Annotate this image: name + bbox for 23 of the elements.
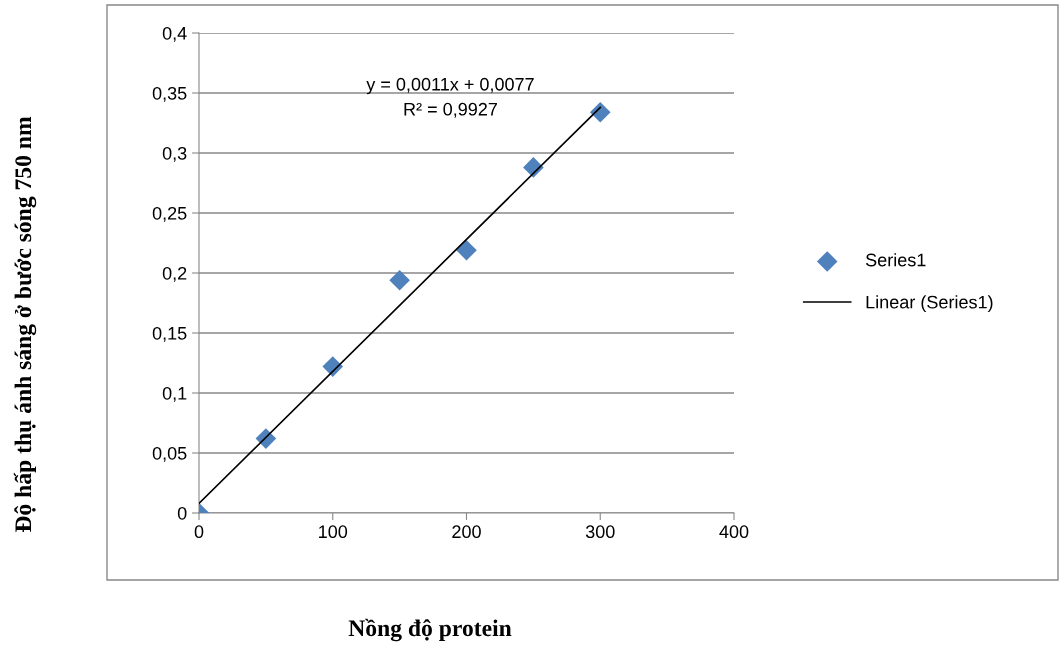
point [456,239,477,261]
y-tick-label: 0,15 [152,326,187,342]
y-tick-label: 0,25 [152,206,187,222]
x-tick-label: 300 [585,525,615,539]
y-tick-label: 0,35 [152,86,187,102]
point [389,269,410,291]
x-tick-label: 200 [452,525,481,539]
y-tick-label: 0,3 [162,146,187,162]
y-tick-label: 0,1 [162,386,187,402]
y-tick-label: 0,05 [152,446,187,462]
annotation: R² = 0,9927 [404,102,497,118]
x-tick-label: 0 [194,525,204,539]
y-tick-label: 0,2 [162,266,187,282]
x-tick-label: 400 [719,525,749,539]
x-tick-label: 100 [319,525,348,539]
y-axis-title: Độ hấp thụ ánh sáng ở bước sóng 750 nm [13,116,37,533]
y-tick-label: 0,4 [162,26,187,42]
x-axis-title: Nồng độ protein [348,618,512,642]
legend-label: Series1 [865,253,926,267]
y-tick-label: 0 [177,506,187,520]
point [589,101,611,123]
legend-label: Linear (Series1) [866,295,993,313]
annotation: y = 0,0011x + 0,0077 [366,77,534,95]
